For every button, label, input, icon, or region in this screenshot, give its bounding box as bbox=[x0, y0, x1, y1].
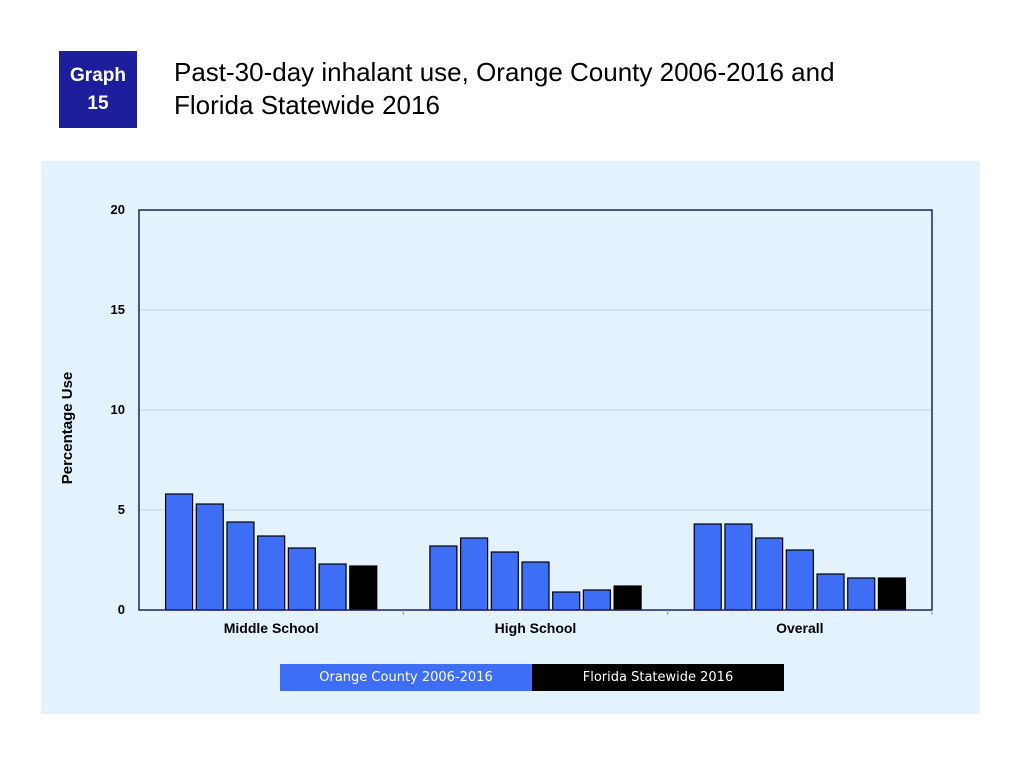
axis-labels: 0 5 10 15 20 Middle School High School Overall P… bbox=[59, 202, 824, 636]
bar-orange-county bbox=[226, 521, 255, 611]
badge-number: 15 bbox=[87, 92, 109, 114]
y-tick-label: 20 bbox=[111, 202, 125, 217]
chart-title: Past-30-day inhalant use, Orange County … bbox=[174, 56, 974, 122]
bar-orange-county bbox=[785, 549, 814, 611]
y-tick-label: 5 bbox=[118, 502, 125, 517]
bar-orange-county bbox=[460, 537, 489, 611]
bar-orange-county bbox=[195, 503, 224, 611]
legend: Orange County 2006-2016 Florida Statewid… bbox=[280, 664, 785, 691]
legend-item-florida-statewide: Florida Statewide 2016 bbox=[532, 664, 784, 691]
bar-orange-county bbox=[287, 547, 316, 611]
bar-orange-county bbox=[164, 493, 194, 611]
y-tick-label: 15 bbox=[111, 302, 125, 317]
y-tick-label: 0 bbox=[118, 602, 125, 617]
bar-orange-county bbox=[582, 589, 612, 611]
bar-orange-county bbox=[847, 577, 876, 611]
bar-orange-county bbox=[521, 561, 550, 611]
bar-florida-statewide bbox=[349, 565, 378, 611]
bar-orange-county bbox=[490, 551, 519, 611]
chart-title-line-1: Past-30-day inhalant use, Orange County … bbox=[174, 57, 835, 87]
legend-item-orange-county: Orange County 2006-2016 bbox=[280, 664, 532, 691]
bar-florida-statewide bbox=[877, 577, 907, 611]
bar-orange-county bbox=[693, 523, 722, 611]
x-category-label: Overall bbox=[776, 620, 823, 636]
bar-orange-county bbox=[552, 591, 581, 611]
bar-orange-county bbox=[429, 545, 458, 611]
y-tick-label: 10 bbox=[111, 402, 125, 417]
bar-orange-county bbox=[318, 563, 347, 611]
bars bbox=[164, 493, 907, 611]
graph-badge: Graph 15 bbox=[59, 51, 137, 128]
axes bbox=[138, 209, 933, 615]
bar-florida-statewide bbox=[613, 585, 642, 611]
badge-label: Graph bbox=[70, 64, 126, 86]
y-axis-title: Percentage Use bbox=[59, 372, 76, 485]
chart-title-line-2: Florida Statewide 2016 bbox=[174, 90, 440, 120]
x-category-label: High School bbox=[495, 620, 577, 636]
bar-orange-county bbox=[816, 573, 845, 611]
x-category-label: Middle School bbox=[224, 620, 319, 636]
bar-orange-county bbox=[257, 535, 286, 611]
bar-orange-county bbox=[724, 523, 753, 611]
plot-border bbox=[138, 209, 933, 611]
bar-orange-county bbox=[755, 537, 784, 611]
